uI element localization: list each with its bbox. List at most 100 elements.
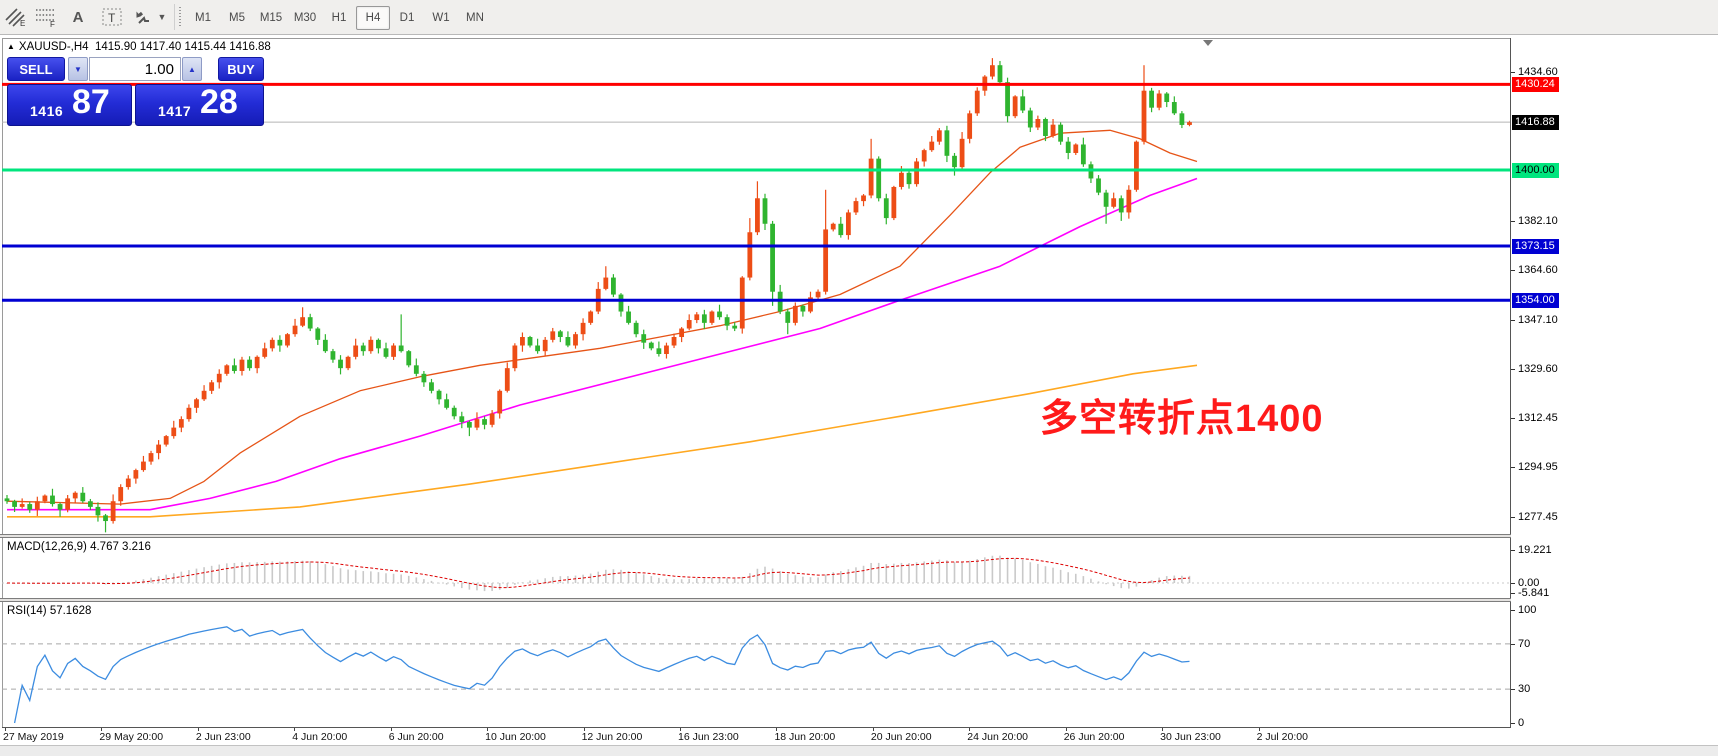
date-tick <box>294 728 296 731</box>
chart-annotation-text[interactable]: 多空转折点1400 <box>1040 398 1324 440</box>
date-tick <box>101 728 103 731</box>
buy-button[interactable]: BUY <box>218 57 264 81</box>
macd-axis-value: 0.00 <box>1518 577 1540 589</box>
buy-price-panel[interactable]: 1417 28 <box>135 83 264 126</box>
symbol-label: XAUUSD-,H4 <box>18 41 89 53</box>
tick-mark <box>1511 369 1515 371</box>
arrows-icon[interactable] <box>128 4 156 30</box>
sell-price-small: 1416 <box>30 103 64 119</box>
toolbar-drag-handle[interactable] <box>179 7 181 27</box>
symbol-marker-icon[interactable]: ▲ <box>7 42 15 51</box>
macd-indicator-panel[interactable] <box>2 538 1510 598</box>
tick-mark <box>1511 643 1515 645</box>
date-label: 4 Jun 20:00 <box>292 731 348 743</box>
price-tick: 1329.60 <box>1518 363 1558 376</box>
sell-price-panel[interactable]: 1416 87 <box>7 83 132 126</box>
timeframe-button-d1[interactable]: D1 <box>399 12 415 24</box>
tick-mark <box>1511 593 1515 595</box>
chart-title: ▲ XAUUSD-,H4 1415.90 1417.40 1415.44 1416… <box>7 41 271 53</box>
status-bar <box>0 745 1718 756</box>
price-badge: 1416.88 <box>1512 115 1559 131</box>
price-badge: 1354.00 <box>1512 293 1559 309</box>
text-label-icon[interactable]: T <box>98 4 126 30</box>
tick-mark <box>1511 723 1515 724</box>
date-label: 24 Jun 20:00 <box>967 731 1029 743</box>
date-tick <box>583 728 585 731</box>
text-icon[interactable]: A <box>72 8 84 26</box>
equidistant-channel-icon[interactable]: E <box>2 4 30 30</box>
tick-mark <box>1511 72 1515 73</box>
price-tick: 1347.10 <box>1518 313 1558 326</box>
date-label: 12 Jun 20:00 <box>581 731 643 743</box>
price-tick: 1364.60 <box>1518 264 1558 277</box>
sell-button[interactable]: SELL <box>7 57 65 81</box>
date-tick <box>680 728 681 731</box>
price-badge: 1430.24 <box>1512 77 1559 93</box>
price-tick: 1312.45 <box>1518 411 1558 424</box>
date-tick <box>1258 728 1260 731</box>
tick-mark <box>1511 550 1515 551</box>
tick-mark <box>1511 689 1515 691</box>
date-label: 6 Jun 20:00 <box>388 731 444 743</box>
rsi-label: RSI(14) 57.1628 <box>7 605 92 617</box>
date-tick <box>487 728 489 731</box>
sell-price-big: 87 <box>72 83 110 121</box>
date-label: 27 May 2019 <box>3 731 64 743</box>
panel-splitter-2[interactable] <box>0 598 1718 602</box>
timeframe-button-h4[interactable]: H4 <box>356 6 390 30</box>
chart-shift-marker[interactable] <box>1203 40 1213 46</box>
tick-mark <box>1511 270 1515 272</box>
timeframe-button-m30[interactable]: M30 <box>293 12 317 24</box>
price-badge: 1373.15 <box>1512 238 1559 254</box>
date-tick <box>776 728 778 731</box>
date-tick <box>1162 728 1164 731</box>
volume-increase-button[interactable]: ▲ <box>182 57 202 81</box>
timeframe-button-w1[interactable]: W1 <box>432 12 450 24</box>
date-label: 2 Jun 23:00 <box>195 731 251 743</box>
tick-mark <box>1511 220 1515 222</box>
date-tick <box>197 728 199 731</box>
price-badge: 1400.00 <box>1512 162 1559 178</box>
panel-splitter[interactable] <box>0 534 1718 538</box>
arrows-dropdown-icon[interactable]: ▼ <box>157 12 167 22</box>
date-label: 26 Jun 20:00 <box>1063 731 1125 743</box>
fibonacci-retracement-icon[interactable]: F <box>32 4 60 30</box>
buy-price-small: 1417 <box>158 103 192 119</box>
chart-left-border <box>2 38 3 728</box>
rsi-axis-value: 30 <box>1518 683 1531 696</box>
date-label: 16 Jun 23:00 <box>678 731 739 743</box>
date-tick <box>390 728 392 731</box>
date-label: 18 Jun 20:00 <box>774 731 836 743</box>
date-label: 10 Jun 20:00 <box>485 731 546 743</box>
rsi-indicator-panel[interactable] <box>2 602 1510 728</box>
macd-axis-value: -5.841 <box>1518 587 1550 600</box>
price-axis[interactable]: 1434.60 1382.10 1364.60 1347.10 1329.60 1312.… <box>1511 35 1718 745</box>
timeframe-button-m15[interactable]: M15 <box>259 12 283 24</box>
timeframe-button-h1[interactable]: H1 <box>331 12 347 24</box>
rsi-axis-value: 70 <box>1518 637 1531 650</box>
price-tick: 1277.45 <box>1518 510 1558 523</box>
date-tick <box>1065 728 1067 731</box>
price-axis-border <box>1510 38 1511 745</box>
price-tick: 1382.10 <box>1518 214 1558 227</box>
price-tick: 1434.60 <box>1518 66 1558 78</box>
volume-decrease-button[interactable]: ▼ <box>68 57 88 81</box>
tick-mark <box>1511 417 1515 419</box>
svg-text:T: T <box>108 11 116 25</box>
volume-input[interactable] <box>89 57 181 81</box>
date-label: 29 May 20:00 <box>99 731 164 743</box>
tick-mark <box>1511 467 1515 469</box>
buy-price-big: 28 <box>200 83 238 121</box>
timeframe-button-mn[interactable]: MN <box>466 12 484 24</box>
date-tick <box>969 728 971 731</box>
svg-text:F: F <box>50 20 55 27</box>
macd-axis-value: 19.221 <box>1518 544 1552 556</box>
date-label: 30 Jun 23:00 <box>1160 731 1221 743</box>
ohlc-values: 1415.90 1417.40 1415.44 1416.88 <box>94 41 271 53</box>
date-tick <box>872 728 874 731</box>
toolbar: E F A T ▼ M1 M5 M15 M30 H1 H4 <box>0 0 1718 35</box>
time-axis[interactable]: 27 May 2019 29 May 20:00 2 Jun 23:00 4 Jun … <box>2 728 1511 745</box>
timeframe-button-m1[interactable]: M1 <box>195 12 211 24</box>
timeframe-button-m5[interactable]: M5 <box>229 12 245 24</box>
